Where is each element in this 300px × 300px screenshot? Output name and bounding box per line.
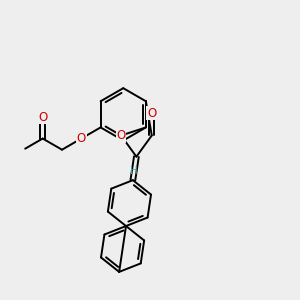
Text: O: O	[116, 129, 126, 142]
Text: O: O	[38, 111, 47, 124]
Text: O: O	[147, 107, 156, 120]
Text: O: O	[77, 132, 86, 145]
Text: H: H	[130, 166, 138, 176]
